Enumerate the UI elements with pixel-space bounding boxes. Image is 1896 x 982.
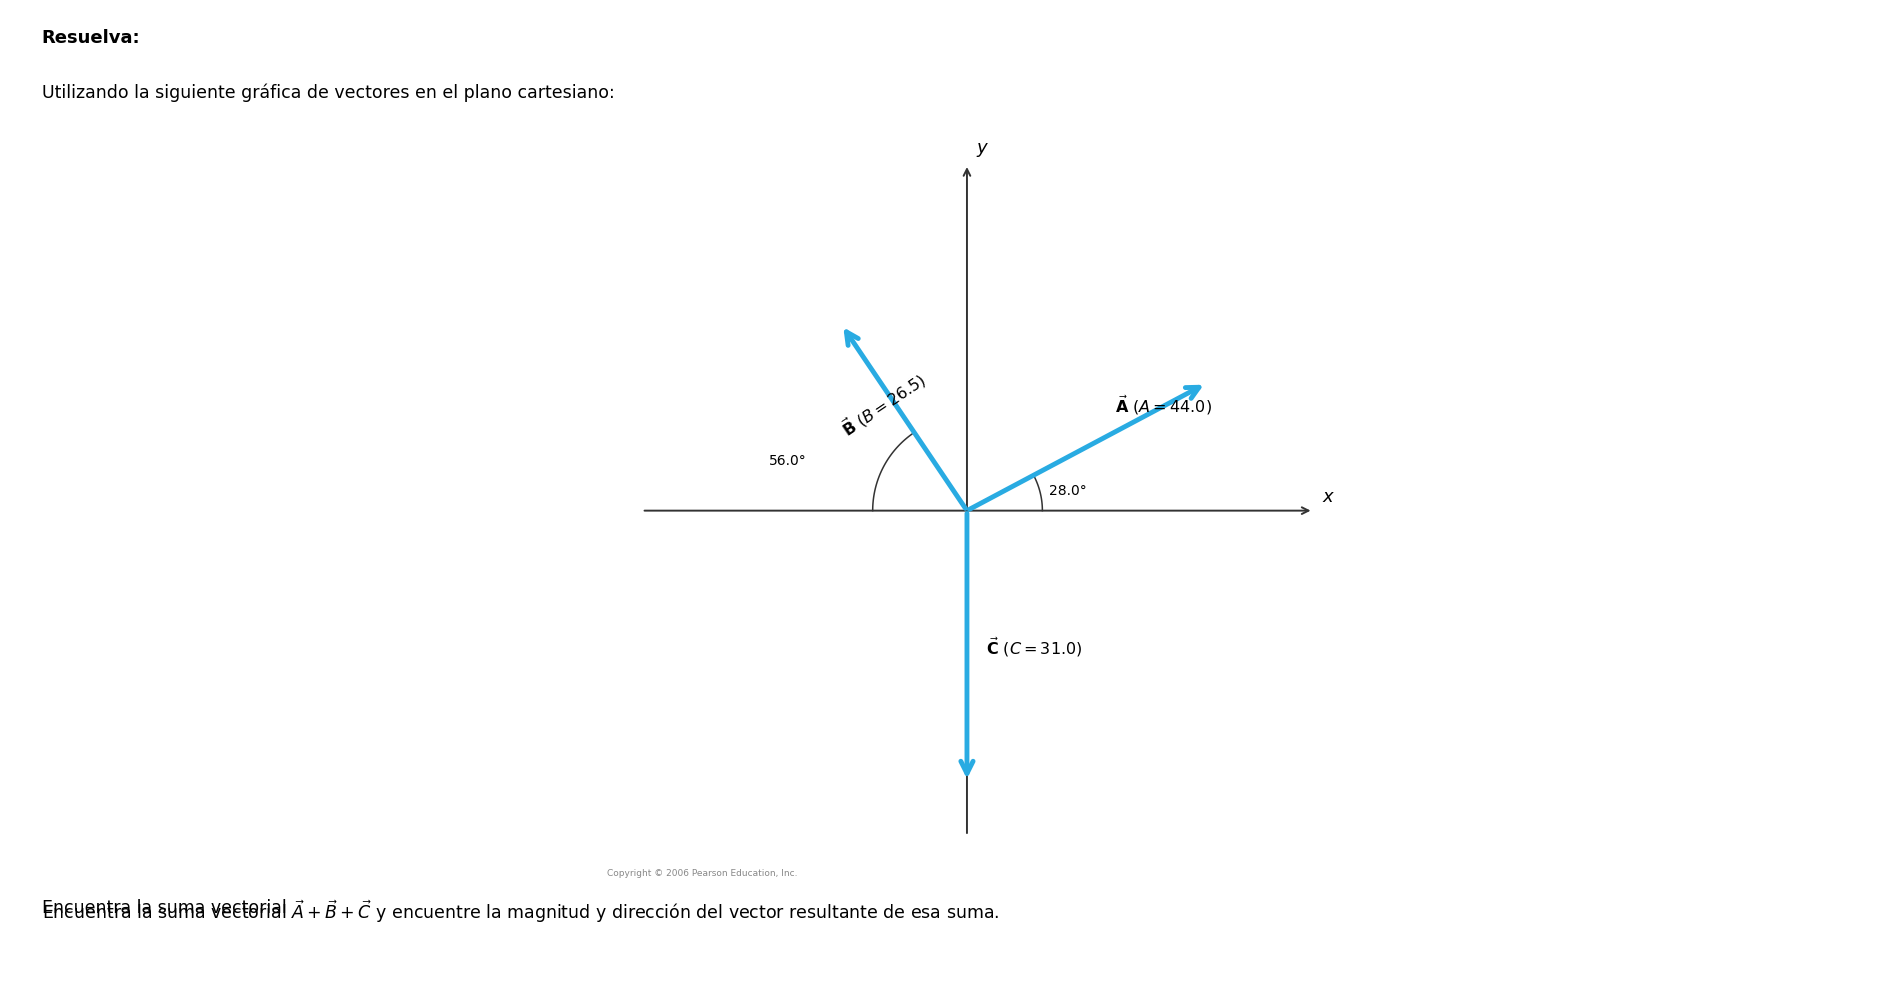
Text: Encuentra la suma vectorial $\vec{A} + \vec{B} + \vec{C}$ y encuentre la magnitu: Encuentra la suma vectorial $\vec{A} + \… xyxy=(42,899,999,925)
Text: 56.0°: 56.0° xyxy=(770,455,806,468)
Text: 28.0°: 28.0° xyxy=(1050,484,1086,498)
Text: Utilizando la siguiente gráfica de vectores en el plano cartesiano:: Utilizando la siguiente gráfica de vecto… xyxy=(42,83,614,102)
Text: $\vec{\mathbf{B}}\ (B=26.5)$: $\vec{\mathbf{B}}\ (B=26.5)$ xyxy=(836,368,931,441)
Text: Resuelva:: Resuelva: xyxy=(42,29,140,47)
Text: $\vec{\mathbf{A}}\ (A=44.0)$: $\vec{\mathbf{A}}\ (A=44.0)$ xyxy=(1115,394,1212,417)
Text: y: y xyxy=(976,139,988,157)
Text: x: x xyxy=(1323,488,1333,506)
Text: $\vec{\mathbf{C}}\ (C=31.0)$: $\vec{\mathbf{C}}\ (C=31.0)$ xyxy=(986,635,1083,659)
Text: Copyright © 2006 Pearson Education, Inc.: Copyright © 2006 Pearson Education, Inc. xyxy=(607,869,796,878)
Text: Encuentra la suma vectorial: Encuentra la suma vectorial xyxy=(42,899,292,916)
